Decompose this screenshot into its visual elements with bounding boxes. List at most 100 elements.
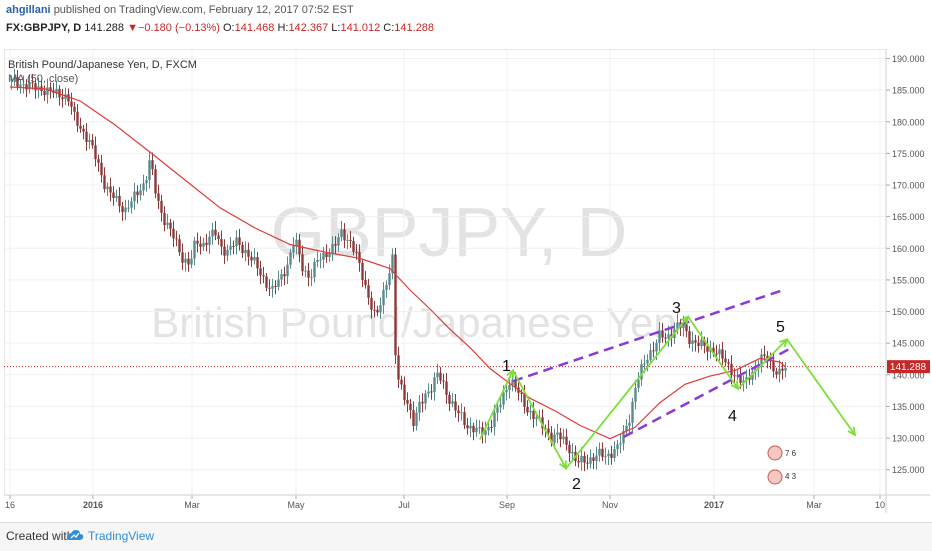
wave-arrow-line <box>565 316 689 469</box>
candle-body <box>409 403 412 411</box>
candle-body <box>97 159 100 163</box>
candle-body <box>442 380 445 382</box>
candle-body <box>205 242 208 246</box>
candle-body <box>586 462 589 464</box>
y-tick-label: 190.000 <box>892 54 925 64</box>
created-with-label: Created with <box>6 529 74 543</box>
candle-body <box>676 322 679 330</box>
footer: Created with TradingView <box>0 522 932 551</box>
candle-body <box>490 427 493 429</box>
candle-body <box>781 368 784 371</box>
candle-body <box>406 400 409 404</box>
candle-body <box>118 195 121 207</box>
candle-body <box>199 243 202 247</box>
wave-arrow-head <box>847 426 857 437</box>
flags-icon[interactable]: 7 6 4 3 <box>767 445 797 485</box>
candle-body <box>64 94 67 100</box>
candle-body <box>607 453 610 457</box>
candle-body <box>313 261 316 278</box>
candle-body <box>172 228 175 239</box>
candle-body <box>361 262 364 280</box>
candle-body <box>412 410 415 426</box>
candle-body <box>379 305 382 313</box>
candle-body <box>43 90 46 96</box>
candle-body <box>523 393 526 407</box>
candle-body <box>700 339 703 347</box>
candle-body <box>661 330 664 338</box>
candle-body <box>637 379 640 388</box>
candle-body <box>385 285 388 290</box>
price-chart[interactable]: GBPJPY, D British Pound/Japanese Yen 190… <box>4 49 930 513</box>
candle-body <box>487 427 490 431</box>
candle-body <box>604 456 607 458</box>
candle-body <box>280 274 283 280</box>
candle-body <box>463 412 466 426</box>
candle-body <box>67 94 70 102</box>
candle-body <box>22 84 25 86</box>
candle-body <box>31 82 34 84</box>
author-link[interactable]: ahgillani <box>6 4 51 16</box>
candle-body <box>598 448 601 456</box>
candle-body <box>295 239 298 246</box>
last-price-badge <box>887 360 930 374</box>
x-tick-label: 16 <box>5 500 15 510</box>
candle-body <box>274 285 277 287</box>
candle-body <box>115 195 118 199</box>
candle-body <box>715 353 718 355</box>
x-tick-label: Mar <box>184 500 200 510</box>
candle-body <box>649 350 652 360</box>
watermark-name: British Pound/Japanese Yen <box>151 299 676 346</box>
open-label: O: <box>222 22 235 34</box>
candle-body <box>70 101 73 107</box>
x-tick-label: Jul <box>398 500 410 510</box>
candle-body <box>145 180 148 184</box>
y-tick-label: 150.000 <box>892 307 925 317</box>
watermark-symbol: GBPJPY, D <box>271 193 628 271</box>
candle-body <box>319 259 322 261</box>
candle-body <box>436 372 439 378</box>
candle-body <box>175 238 178 240</box>
y-tick-label: 175.000 <box>892 149 925 159</box>
candle-body <box>565 436 568 445</box>
candle-body <box>91 140 94 146</box>
wave-label-3: 3 <box>672 300 681 317</box>
candle-body <box>478 427 481 429</box>
candle-body <box>322 253 325 260</box>
candle-body <box>268 287 271 289</box>
candle-body <box>352 240 355 252</box>
y-tick-label: 140.000 <box>892 370 925 380</box>
candle-body <box>484 430 487 435</box>
candle-body <box>376 309 379 313</box>
candle-body <box>403 384 406 401</box>
candle-body <box>211 229 214 237</box>
candle-body <box>610 453 613 458</box>
candle-body <box>460 412 463 414</box>
candle-body <box>277 279 280 287</box>
high-label: H: <box>277 22 289 34</box>
candle-body <box>166 222 169 226</box>
wave-arrow-line <box>737 338 788 390</box>
candle-body <box>664 337 667 339</box>
candle-body <box>556 432 559 435</box>
y-tick-label: 170.000 <box>892 181 925 191</box>
y-tick-label: 180.000 <box>892 117 925 127</box>
candle-body <box>256 257 259 269</box>
candle-body <box>520 392 523 394</box>
candle-body <box>559 432 562 440</box>
candle-body <box>325 253 328 258</box>
candle-body <box>430 391 433 393</box>
candle-body <box>724 358 727 363</box>
candle-body <box>742 380 745 383</box>
candle-body <box>235 237 238 246</box>
candle-body <box>124 207 127 213</box>
candle-body <box>73 106 76 112</box>
low-label: L: <box>331 22 341 34</box>
candle-body <box>469 425 472 429</box>
chart-panel[interactable]: GBPJPY, D British Pound/Japanese Yen 190… <box>4 49 930 513</box>
candle-body <box>19 84 22 87</box>
candle-body <box>241 244 244 254</box>
candle-body <box>535 417 538 419</box>
candle-body <box>271 285 274 289</box>
tradingview-brand-link[interactable]: TradingView <box>88 529 155 543</box>
candle-body <box>142 183 145 191</box>
